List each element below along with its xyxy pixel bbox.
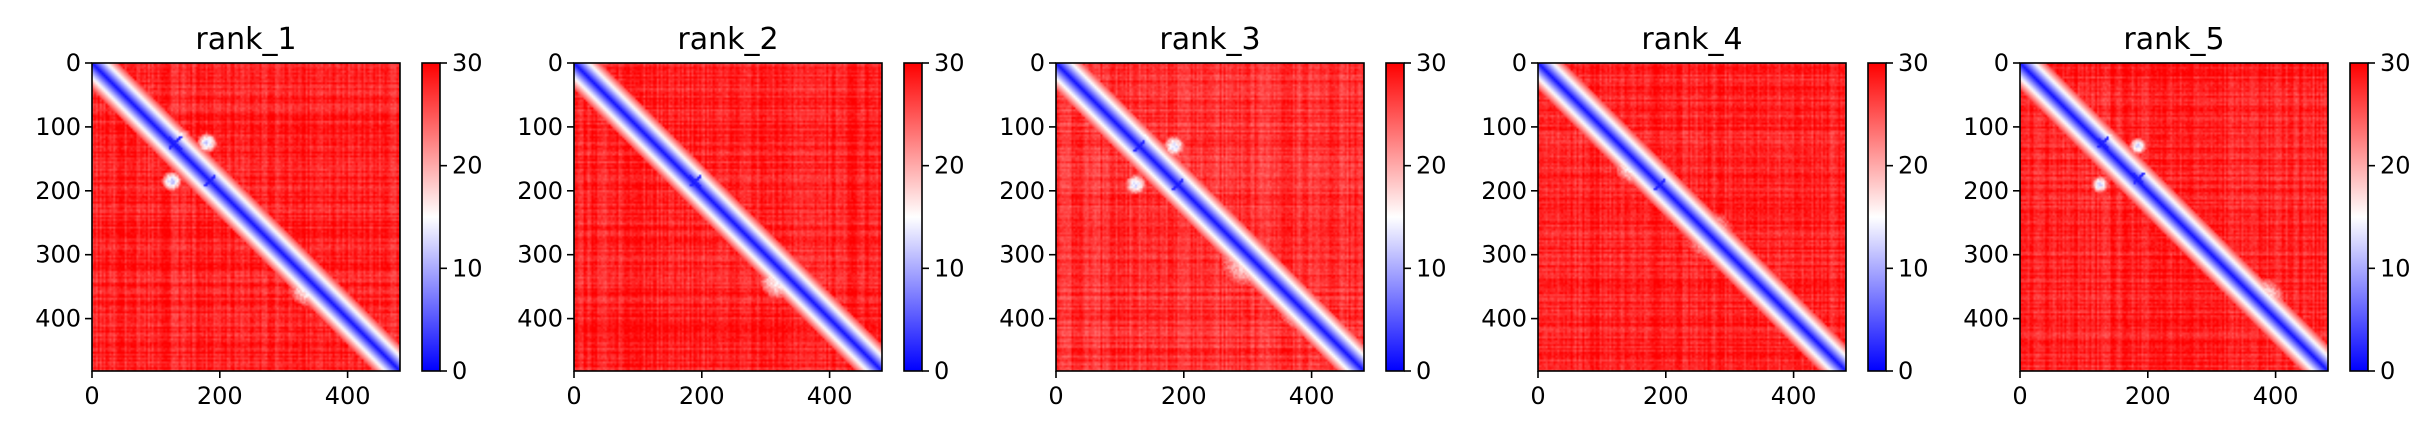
heatmap-image <box>1538 63 1846 371</box>
colorbar-tick-label: 30 <box>2380 49 2411 77</box>
y-tick-label: 0 <box>1994 49 2009 77</box>
x-tick-label: 0 <box>2012 382 2027 410</box>
colorbar-tick-label: 20 <box>1898 152 1929 180</box>
colorbar-tick-label: 0 <box>934 357 949 385</box>
colorbar-tick-label: 0 <box>452 357 467 385</box>
plot-frame <box>573 62 883 372</box>
x-tick-label: 0 <box>566 382 581 410</box>
x-tick-label: 200 <box>1161 382 1207 410</box>
heatmap-panel-2: rank_2 0 200 400 0 100 200 300 400 0 10 20 30 <box>517 22 964 410</box>
colorbar-tick-label: 10 <box>452 254 483 282</box>
y-tick-label: 200 <box>35 177 81 205</box>
colorbar-frame <box>421 62 441 372</box>
colorbar <box>904 63 922 371</box>
y-tick-label: 200 <box>1963 177 2009 205</box>
colorbar <box>2350 63 2368 371</box>
colorbar-tick-label: 10 <box>2380 254 2411 282</box>
colorbar-tick-label: 10 <box>1898 254 1929 282</box>
y-tick-label: 100 <box>35 113 81 141</box>
x-tick-label: 400 <box>807 382 853 410</box>
y-tick-label: 200 <box>517 177 563 205</box>
y-tick-label: 400 <box>1481 305 1527 333</box>
colorbar-frame <box>903 62 923 372</box>
chart-title: rank_5 <box>2123 22 2224 57</box>
colorbar-tick-label: 0 <box>2380 357 2395 385</box>
chart-title: rank_1 <box>195 22 296 57</box>
x-tick-label: 400 <box>1289 382 1335 410</box>
heatmap-panel-3: rank_3 0 200 400 0 100 200 300 400 0 10 20 30 <box>999 22 1446 410</box>
y-tick-label: 0 <box>66 49 81 77</box>
colorbar-tick-label: 20 <box>1416 152 1447 180</box>
y-tick-label: 400 <box>1963 305 2009 333</box>
y-tick-label: 0 <box>1512 49 1527 77</box>
colorbar-tick-label: 30 <box>1898 49 1929 77</box>
colorbar-tick-label: 20 <box>452 152 483 180</box>
x-tick-label: 0 <box>1048 382 1063 410</box>
chart-title: rank_3 <box>1159 22 1260 57</box>
colorbar <box>1386 63 1404 371</box>
y-tick-label: 100 <box>1963 113 2009 141</box>
y-tick-label: 200 <box>999 177 1045 205</box>
heatmap-panel-5: rank_5 0 200 400 0 100 200 300 400 0 10 20 30 <box>1963 22 2410 410</box>
colorbar-tick-label: 20 <box>934 152 965 180</box>
x-tick-label: 200 <box>197 382 243 410</box>
plot-frame <box>1537 62 1847 372</box>
colorbar-frame <box>1385 62 1405 372</box>
y-tick-label: 100 <box>999 113 1045 141</box>
x-tick-label: 400 <box>1771 382 1817 410</box>
colorbar-tick-label: 30 <box>1416 49 1447 77</box>
x-tick-label: 0 <box>1530 382 1545 410</box>
plot-frame <box>1055 62 1365 372</box>
colorbar-frame <box>1867 62 1887 372</box>
colorbar-tick-label: 20 <box>2380 152 2411 180</box>
x-tick-label: 200 <box>1643 382 1689 410</box>
heatmap-panel-4: rank_4 0 200 400 0 100 200 300 400 0 10 20 30 <box>1481 22 1928 410</box>
y-tick-label: 0 <box>548 49 563 77</box>
y-tick-label: 100 <box>517 113 563 141</box>
colorbar-tick-label: 10 <box>1416 254 1447 282</box>
y-tick-label: 300 <box>517 241 563 269</box>
heatmap-image <box>574 63 882 371</box>
y-tick-label: 300 <box>1963 241 2009 269</box>
colorbar <box>1868 63 1886 371</box>
x-tick-label: 400 <box>2253 382 2299 410</box>
colorbar-tick-label: 10 <box>934 254 965 282</box>
colorbar-tick-label: 30 <box>452 49 483 77</box>
y-tick-label: 400 <box>999 305 1045 333</box>
x-tick-label: 200 <box>679 382 725 410</box>
y-tick-label: 400 <box>517 305 563 333</box>
colorbar-tick-label: 0 <box>1898 357 1913 385</box>
y-tick-label: 300 <box>999 241 1045 269</box>
colorbar <box>422 63 440 371</box>
x-tick-label: 200 <box>2125 382 2171 410</box>
chart-title: rank_2 <box>677 22 778 57</box>
colorbar-tick-label: 30 <box>934 49 965 77</box>
heatmap-image <box>92 63 400 371</box>
colorbar-frame <box>2349 62 2369 372</box>
x-tick-label: 0 <box>84 382 99 410</box>
y-tick-label: 100 <box>1481 113 1527 141</box>
heatmap-image <box>2020 63 2328 371</box>
y-tick-label: 300 <box>1481 241 1527 269</box>
plot-frame <box>2019 62 2329 372</box>
x-tick-label: 400 <box>325 382 371 410</box>
heatmap-image <box>1056 63 1364 371</box>
y-tick-label: 300 <box>35 241 81 269</box>
y-tick-label: 0 <box>1030 49 1045 77</box>
heatmap-panel-1: rank_1 0 200 400 0 100 200 300 400 0 10 20 30 <box>35 22 482 410</box>
chart-title: rank_4 <box>1641 22 1742 57</box>
y-tick-label: 400 <box>35 305 81 333</box>
colorbar-tick-label: 0 <box>1416 357 1431 385</box>
y-tick-label: 200 <box>1481 177 1527 205</box>
plot-frame <box>91 62 401 372</box>
